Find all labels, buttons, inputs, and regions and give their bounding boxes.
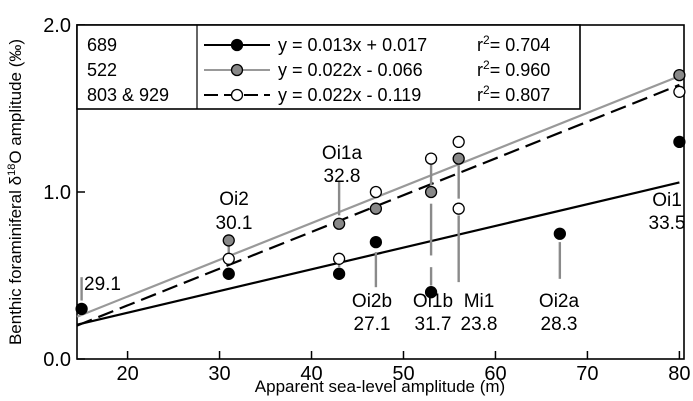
annotation-age: 27.1 xyxy=(354,314,391,335)
data-point-803-929 xyxy=(452,202,465,215)
data-point-803-929 xyxy=(452,135,465,149)
annotation-oi2: Oi2 30.1 xyxy=(216,189,253,234)
x-tick-label: 40 xyxy=(300,363,322,385)
annotation-age: 31.7 xyxy=(415,314,452,335)
legend-equation: y = 0.013x + 0.017 xyxy=(278,35,427,55)
data-points xyxy=(75,68,686,316)
annotation-age: 28.3 xyxy=(541,314,578,335)
annotation-age: 32.8 xyxy=(324,166,361,187)
annotation-oi1: Oi1 33.5 xyxy=(649,190,686,234)
annotation-age: 30.1 xyxy=(216,213,253,234)
x-tick-label: 80 xyxy=(668,363,690,385)
data-point-689 xyxy=(553,227,566,240)
legend-series-name: 803 & 929 xyxy=(87,85,169,105)
annotation-event: Oi2b xyxy=(352,291,392,312)
legend-marker-filled-black xyxy=(230,38,244,52)
data-point-689 xyxy=(369,235,383,249)
y-tick-label: 2.0 xyxy=(43,15,71,37)
fit-line-689 xyxy=(76,181,680,326)
data-point-803-929 xyxy=(222,252,235,265)
annotation-oi1a: Oi1a 32.8 xyxy=(322,143,363,187)
y-axis: 0.0 1.0 2.0 xyxy=(43,15,85,371)
annotation-age: 23.8 xyxy=(461,314,498,335)
legend-equation: y = 0.022x - 0.119 xyxy=(278,85,421,105)
legend-r2: r2= 0.807 xyxy=(477,83,550,105)
annotation-age: 29.1 xyxy=(84,274,121,295)
y-tick-label: 0.0 xyxy=(43,349,71,371)
annotation-oi2a: Oi2a 28.3 xyxy=(539,291,580,335)
legend-marker-open xyxy=(230,88,244,102)
data-point-522 xyxy=(452,152,465,165)
x-tick-label: 20 xyxy=(116,363,138,385)
data-point-522 xyxy=(424,185,438,199)
annotation-mi1: Mi1 23.8 xyxy=(461,291,498,335)
x-tick-label: 60 xyxy=(484,363,506,385)
data-point-689 xyxy=(222,267,235,280)
annotation-event: Oi1 xyxy=(652,190,682,211)
x-tick-label: 70 xyxy=(576,363,598,385)
annotation-event: Oi1b xyxy=(413,291,453,312)
annotation-leaders xyxy=(80,163,562,301)
data-point-689 xyxy=(332,267,346,280)
legend-series-name: 522 xyxy=(87,60,117,80)
data-point-689 xyxy=(75,302,88,316)
legend-r2: r2= 0.704 xyxy=(477,33,550,55)
x-tick-label: 50 xyxy=(392,363,414,385)
annotation-oi1b: Oi1b 31.7 xyxy=(413,291,453,335)
x-tick-label: 30 xyxy=(208,363,230,385)
annotation-age: 33.5 xyxy=(649,213,686,234)
legend-entry-689: 689 y = 0.013x + 0.017 r2= 0.704 xyxy=(87,33,550,55)
data-point-522 xyxy=(369,202,383,215)
data-point-803-929 xyxy=(369,185,383,199)
data-point-522 xyxy=(332,217,346,230)
data-point-689 xyxy=(424,286,438,299)
legend-marker-filled-gray xyxy=(230,63,244,77)
data-point-803-929 xyxy=(673,85,686,98)
legend-series-name: 689 xyxy=(87,35,117,55)
annotation-event: Oi2a xyxy=(539,291,580,312)
data-point-522 xyxy=(222,234,235,247)
data-point-522 xyxy=(673,68,686,82)
data-point-689 xyxy=(673,135,686,149)
legend-box xyxy=(76,24,581,110)
annotation-oi2b: Oi2b 27.1 xyxy=(352,291,392,335)
y-axis-title: Benthic foraminiferal δ18O amplitude (‰) xyxy=(6,39,25,345)
legend: 689 y = 0.013x + 0.017 r2= 0.704 522 y =… xyxy=(76,24,581,110)
annotation-event: Mi1 xyxy=(464,291,495,312)
legend-entry-803-929: 803 & 929 y = 0.022x - 0.119 r2= 0.807 xyxy=(87,83,550,105)
legend-r2: r2= 0.960 xyxy=(477,58,550,80)
x-axis: 20 30 40 50 60 70 80 xyxy=(116,351,691,385)
annotation-event: Oi1a xyxy=(322,143,363,164)
fit-lines xyxy=(76,75,680,327)
data-point-803-929 xyxy=(332,252,346,265)
y-tick-label: 1.0 xyxy=(43,182,71,204)
data-point-803-929 xyxy=(424,152,438,165)
legend-entry-522: 522 y = 0.022x - 0.066 r2= 0.960 xyxy=(87,58,550,80)
x-axis-title: Apparent sea-level amplitude (m) xyxy=(255,377,505,396)
annotation-event: Oi2 xyxy=(219,189,249,210)
legend-equation: y = 0.022x - 0.066 xyxy=(278,60,423,80)
annotation-29-1: 29.1 xyxy=(84,274,121,295)
